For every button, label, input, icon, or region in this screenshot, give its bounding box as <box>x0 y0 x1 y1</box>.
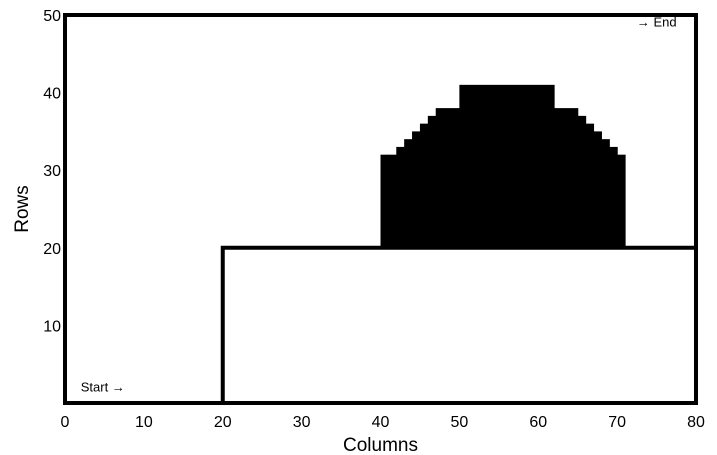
filled-region <box>380 84 626 248</box>
filled-column <box>617 154 626 248</box>
filled-column <box>585 123 595 248</box>
y-tick-label: 40 <box>43 86 61 103</box>
annotation-label: → End <box>637 15 677 30</box>
filled-column <box>380 154 389 248</box>
y-tick-label: 50 <box>43 8 61 25</box>
x-tick-label: 40 <box>372 414 390 431</box>
y-tick-label: 10 <box>43 318 61 335</box>
x-tick-label: 70 <box>608 414 626 431</box>
filled-column <box>388 154 397 248</box>
x-axis-ticks: 0 10 20 30 40 50 60 70 80 <box>61 414 705 431</box>
filled-column <box>412 131 421 248</box>
filled-column <box>396 146 405 248</box>
annotations: Start → → End <box>81 15 677 395</box>
boundary-layer <box>65 245 696 405</box>
x-tick-label: 30 <box>293 414 311 431</box>
filled-column <box>601 139 610 248</box>
filled-column <box>459 84 555 248</box>
x-tick-label: 20 <box>214 414 232 431</box>
filled-column <box>404 139 413 248</box>
plot-frame <box>63 13 698 405</box>
x-tick-label: 0 <box>61 414 70 431</box>
filled-column <box>609 146 618 248</box>
y-tick-label: 20 <box>43 241 61 258</box>
x-tick-label: 60 <box>529 414 547 431</box>
y-axis-title: Rows <box>12 185 33 233</box>
y-tick-label: 30 <box>43 163 61 180</box>
filled-column <box>427 115 437 248</box>
x-axis-title: Columns <box>343 435 418 455</box>
x-tick-label: 10 <box>135 414 153 431</box>
filled-column <box>435 108 460 248</box>
y-axis-ticks: 10 20 30 40 50 <box>43 8 61 335</box>
filled-column <box>419 123 429 248</box>
x-tick-label: 50 <box>450 414 468 431</box>
boundary-line <box>65 245 696 405</box>
x-tick-label: 80 <box>687 414 705 431</box>
filled-column <box>593 131 602 248</box>
filled-column <box>554 108 579 248</box>
annotation-label: Start → <box>81 379 125 394</box>
filled-column <box>577 115 587 248</box>
